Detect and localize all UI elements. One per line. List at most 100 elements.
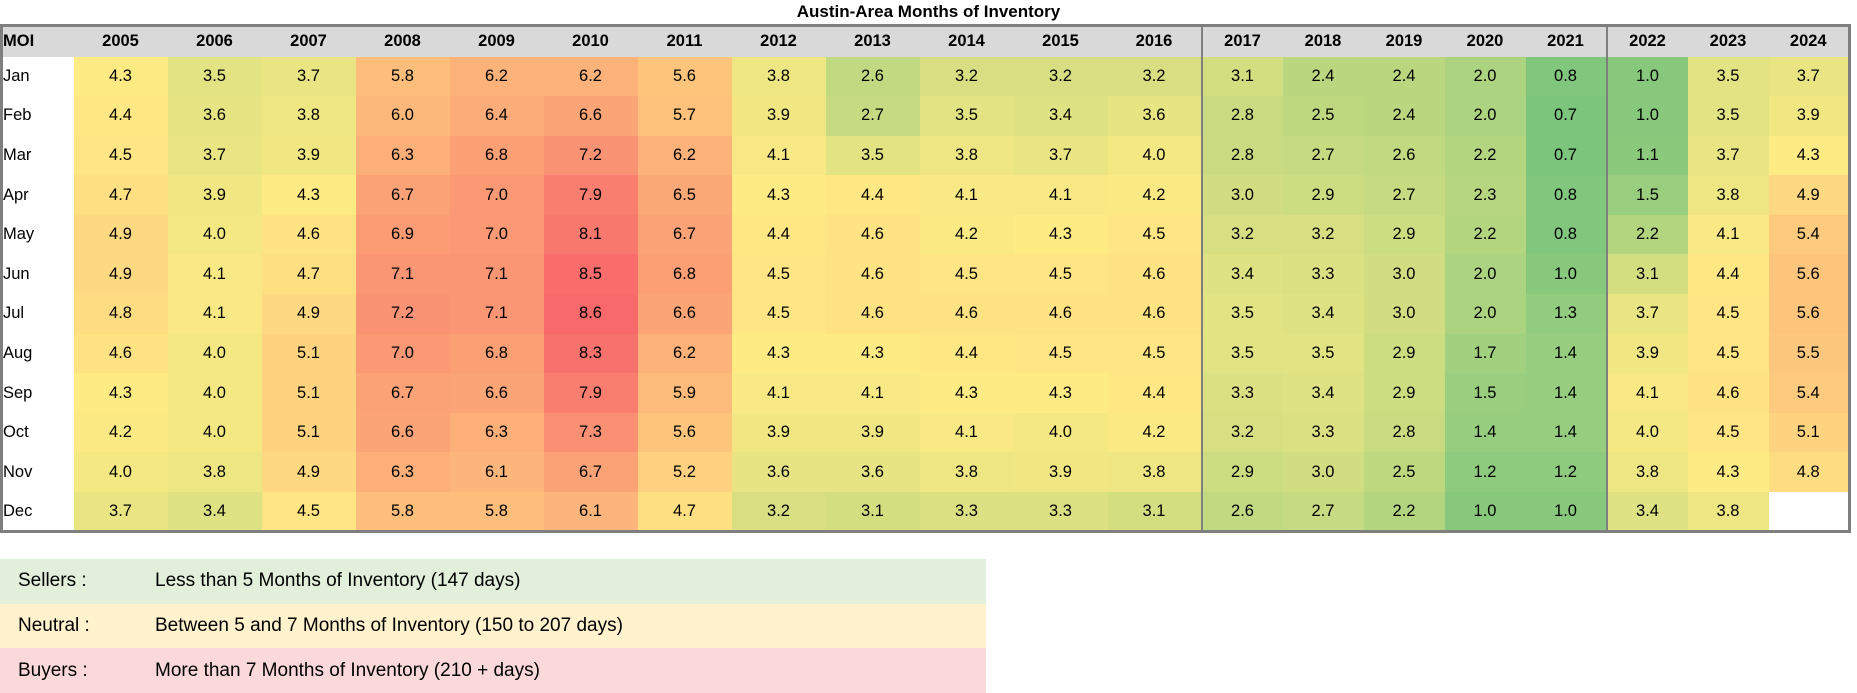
moi-cell-2010-mar: 7.2	[543, 135, 638, 176]
table-row-dec: Dec 3.7 3.4 4.5 5.8 5.8 6.1 4.7 3.2 3.1 3.3 3.3 3.1 2…	[1, 492, 1850, 532]
month-label-jun: Jun	[1, 254, 74, 295]
moi-cell-2005-jun: 4.9	[73, 254, 168, 295]
moi-cell-2022-may: 2.2	[1605, 214, 1688, 255]
moi-cell-2017-may: 3.2	[1200, 214, 1283, 255]
moi-cell-2024-may: 5.4	[1768, 214, 1850, 255]
moi-cell-2014-dec: 3.3	[919, 492, 1014, 532]
moi-cell-2013-may: 4.6	[825, 214, 920, 255]
moi-cell-2019-apr: 2.7	[1363, 175, 1445, 215]
moi-cell-2013-oct: 3.9	[825, 412, 920, 453]
moi-cell-2016-dec: 3.1	[1107, 492, 1202, 532]
moi-cell-2020-nov: 1.2	[1444, 452, 1526, 493]
moi-cell-2021-apr: 0.8	[1525, 175, 1607, 215]
year-header-2015: 2015	[1013, 25, 1108, 57]
moi-cell-2015-jul: 4.6	[1013, 294, 1108, 334]
moi-cell-2008-feb: 6.0	[355, 96, 450, 136]
moi-cell-2020-dec: 1.0	[1444, 492, 1526, 532]
moi-cell-2007-sep: 5.1	[261, 373, 356, 413]
moi-cell-2009-may: 7.0	[449, 214, 544, 255]
moi-cell-2010-dec: 6.1	[543, 492, 638, 532]
moi-cell-2021-oct: 1.4	[1525, 412, 1607, 453]
moi-cell-2008-jul: 7.2	[355, 294, 450, 334]
moi-cell-2011-dec: 4.7	[637, 492, 732, 532]
moi-cell-2016-may: 4.5	[1107, 214, 1202, 255]
moi-cell-2010-aug: 8.3	[543, 333, 638, 374]
moi-cell-2013-mar: 3.5	[825, 135, 920, 176]
moi-cell-2012-may: 4.4	[731, 214, 826, 255]
moi-cell-2012-nov: 3.6	[731, 452, 826, 493]
year-header-2024: 2024	[1768, 25, 1850, 57]
moi-cell-2019-may: 2.9	[1363, 214, 1445, 255]
moi-cell-2007-jan: 3.7	[261, 56, 356, 97]
moi-cell-2017-mar: 2.8	[1200, 135, 1283, 176]
moi-cell-2022-sep: 4.1	[1605, 373, 1688, 413]
moi-cell-2005-may: 4.9	[73, 214, 168, 255]
month-label-oct: Oct	[1, 412, 74, 453]
month-label-feb: Feb	[1, 96, 74, 136]
moi-cell-2011-jan: 5.6	[637, 56, 732, 97]
moi-cell-2016-jan: 3.2	[1107, 56, 1202, 97]
moi-cell-2020-may: 2.2	[1444, 214, 1526, 255]
chart-title: Austin-Area Months of Inventory	[796, 2, 1061, 21]
moi-cell-2020-sep: 1.5	[1444, 373, 1526, 413]
year-header-2006: 2006	[167, 25, 262, 57]
moi-cell-2006-aug: 4.0	[167, 333, 262, 374]
moi-cell-2014-mar: 3.8	[919, 135, 1014, 176]
moi-cell-2015-feb: 3.4	[1013, 96, 1108, 136]
moi-cell-2013-apr: 4.4	[825, 175, 920, 215]
moi-cell-2020-jan: 2.0	[1444, 56, 1526, 97]
moi-cell-2022-mar: 1.1	[1605, 135, 1688, 176]
moi-cell-2008-dec: 5.8	[355, 492, 450, 532]
moi-cell-2006-feb: 3.6	[167, 96, 262, 136]
moi-cell-2014-jul: 4.6	[919, 294, 1014, 334]
moi-cell-2022-jan: 1.0	[1605, 56, 1688, 97]
moi-cell-2022-nov: 3.8	[1605, 452, 1688, 493]
moi-cell-2024-aug: 5.5	[1768, 333, 1850, 374]
moi-cell-2007-aug: 5.1	[261, 333, 356, 374]
corner-label-moi: MOI	[1, 25, 74, 57]
moi-cell-2019-aug: 2.9	[1363, 333, 1445, 374]
year-header-2018: 2018	[1282, 25, 1364, 57]
moi-cell-2015-may: 4.3	[1013, 214, 1108, 255]
moi-cell-2020-aug: 1.7	[1444, 333, 1526, 374]
moi-cell-2008-mar: 6.3	[355, 135, 450, 176]
moi-cell-2008-nov: 6.3	[355, 452, 450, 493]
moi-cell-2005-jul: 4.8	[73, 294, 168, 334]
year-header-2007: 2007	[261, 25, 356, 57]
moi-cell-2005-feb: 4.4	[73, 96, 168, 136]
moi-cell-2020-jun: 2.0	[1444, 254, 1526, 295]
moi-cell-2012-aug: 4.3	[731, 333, 826, 374]
moi-cell-2020-mar: 2.2	[1444, 135, 1526, 176]
moi-cell-2024-mar: 4.3	[1768, 135, 1850, 176]
legend-label: Buyers :	[18, 659, 88, 681]
moi-cell-2011-may: 6.7	[637, 214, 732, 255]
month-label-apr: Apr	[1, 175, 74, 215]
moi-cell-2011-nov: 5.2	[637, 452, 732, 493]
moi-cell-2011-mar: 6.2	[637, 135, 732, 176]
legend-description: Less than 5 Months of Inventory (147 day…	[155, 570, 521, 592]
moi-cell-2011-jun: 6.8	[637, 254, 732, 295]
legend-description: Between 5 and 7 Months of Inventory (150…	[155, 615, 623, 637]
moi-cell-2023-aug: 4.5	[1687, 333, 1769, 374]
moi-cell-2009-dec: 5.8	[449, 492, 544, 532]
moi-cell-2008-sep: 6.7	[355, 373, 450, 413]
moi-cell-2022-aug: 3.9	[1605, 333, 1688, 374]
moi-cell-2021-feb: 0.7	[1525, 96, 1607, 136]
moi-cell-2011-apr: 6.5	[637, 175, 732, 215]
moi-cell-2019-jul: 3.0	[1363, 294, 1445, 334]
moi-cell-2010-feb: 6.6	[543, 96, 638, 136]
year-header-2022: 2022	[1605, 25, 1688, 57]
moi-cell-2024-jan: 3.7	[1768, 56, 1850, 97]
moi-cell-2007-jun: 4.7	[261, 254, 356, 295]
moi-cell-2023-jun: 4.4	[1687, 254, 1769, 295]
moi-cell-2016-mar: 4.0	[1107, 135, 1202, 176]
moi-cell-2005-aug: 4.6	[73, 333, 168, 374]
moi-cell-2016-apr: 4.2	[1107, 175, 1202, 215]
moi-cell-2005-jan: 4.3	[73, 56, 168, 97]
year-header-2021: 2021	[1525, 25, 1607, 57]
moi-cell-2014-sep: 4.3	[919, 373, 1014, 413]
moi-cell-2017-oct: 3.2	[1200, 412, 1283, 453]
moi-cell-2009-mar: 6.8	[449, 135, 544, 176]
moi-cell-2009-jun: 7.1	[449, 254, 544, 295]
table-row-aug: Aug 4.6 4.0 5.1 7.0 6.8 8.3 6.2 4.3 4.3 4.4 4.5 4.5 3…	[1, 333, 1850, 374]
